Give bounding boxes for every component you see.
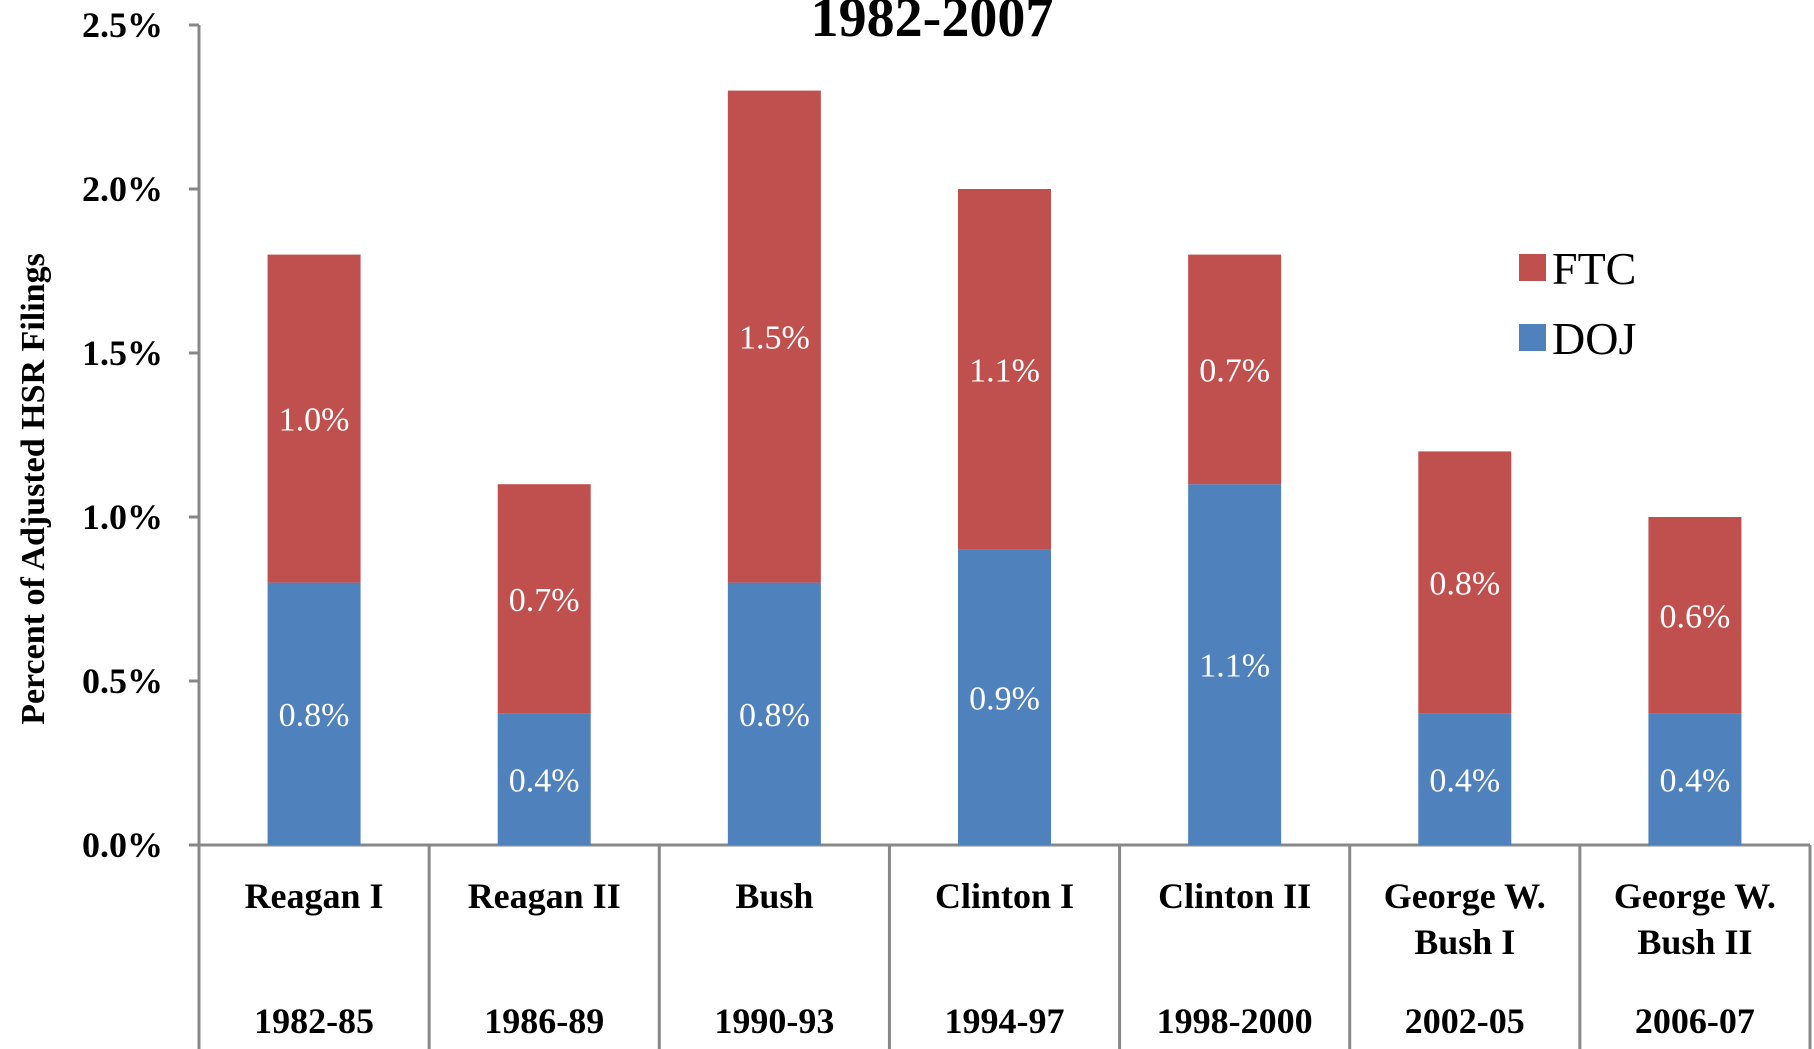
data-label-doj: 0.8% [279, 697, 350, 734]
bar-ftc [1188, 254, 1282, 485]
y-tick-label: 2.5% [82, 5, 163, 45]
data-label-doj: 0.9% [969, 680, 1040, 717]
data-label-doj: 0.4% [509, 762, 580, 799]
x-category-label: George W. [1614, 876, 1776, 916]
x-category-label: George W. [1384, 876, 1546, 916]
bar-ftc [958, 189, 1051, 550]
y-tick-label: 0.5% [82, 661, 163, 701]
x-category-period: 2006-07 [1635, 1001, 1755, 1041]
y-tick-label: 1.0% [82, 497, 163, 537]
bar-doj [497, 713, 591, 845]
axes [189, 23, 1812, 1049]
x-category-period: 1982-85 [254, 1001, 374, 1041]
data-label-ftc: 0.6% [1660, 598, 1731, 635]
bar-doj [1418, 713, 1512, 845]
x-category-table: Reagan I 1982-85 Reagan II 1986-89 Bush 1990-… [245, 876, 1776, 1041]
y-tick-label: 1.5% [82, 333, 163, 373]
x-category-label: Reagan II [468, 876, 621, 916]
bar-doj [958, 549, 1051, 845]
x-category-period: 1998-2000 [1157, 1001, 1313, 1041]
legend-swatch-ftc [1519, 254, 1546, 281]
bar-ftc [727, 90, 821, 583]
chart-title: 1982-2007 [811, 0, 1054, 49]
bar-doj [727, 582, 821, 845]
x-category-label: Bush II [1637, 922, 1752, 962]
data-label-ftc: 1.0% [279, 402, 350, 439]
bar-doj [1648, 713, 1742, 845]
bar-ftc [497, 484, 591, 714]
x-category-label: Clinton II [1158, 876, 1311, 916]
y-tick-label: 2.0% [82, 169, 163, 209]
y-tick-labels: 0.0% 0.5% 1.0% 1.5% 2.0% 2.5% [82, 5, 163, 865]
y-tick-label: 0.0% [82, 825, 163, 865]
x-category-period: 1990-93 [714, 1001, 834, 1041]
data-label-ftc: 0.7% [509, 582, 580, 619]
data-label-doj: 0.4% [1429, 762, 1500, 799]
legend-label-doj: DOJ [1552, 313, 1636, 364]
bar-doj [267, 582, 361, 845]
x-category-label: Clinton I [935, 876, 1074, 916]
data-label-ftc: 1.5% [739, 320, 810, 357]
legend-swatch-doj [1519, 324, 1546, 351]
data-label-ftc: 0.7% [1199, 352, 1270, 389]
bars [267, 90, 1742, 845]
x-category-label: Reagan I [245, 876, 384, 916]
data-label-doj: 0.4% [1660, 762, 1731, 799]
x-category-period: 1986-89 [484, 1001, 604, 1041]
bar-ftc [1418, 451, 1512, 714]
legend-label-ftc: FTC [1552, 243, 1636, 294]
bar-ftc [1648, 517, 1742, 714]
y-axis-label: Percent of Adjusted HSR Filings [15, 253, 52, 725]
x-category-period: 1994-97 [945, 1001, 1065, 1041]
bar-ftc [267, 254, 361, 583]
x-category-label: Bush [735, 876, 813, 916]
data-label-ftc: 1.1% [969, 352, 1040, 389]
x-category-label: Bush I [1414, 922, 1515, 962]
data-label-doj: 1.1% [1199, 648, 1270, 685]
data-labels: 0.8% 1.0% 0.4% 0.7% 0.8% 1.5% 0.9% 1.1% 1.1% 0.7%… [279, 320, 1731, 800]
x-category-period: 2002-05 [1405, 1001, 1525, 1041]
legend: FTC DOJ [1519, 243, 1636, 364]
data-label-doj: 0.8% [739, 697, 810, 734]
bar-doj [1188, 484, 1282, 845]
data-label-ftc: 0.8% [1429, 566, 1500, 603]
